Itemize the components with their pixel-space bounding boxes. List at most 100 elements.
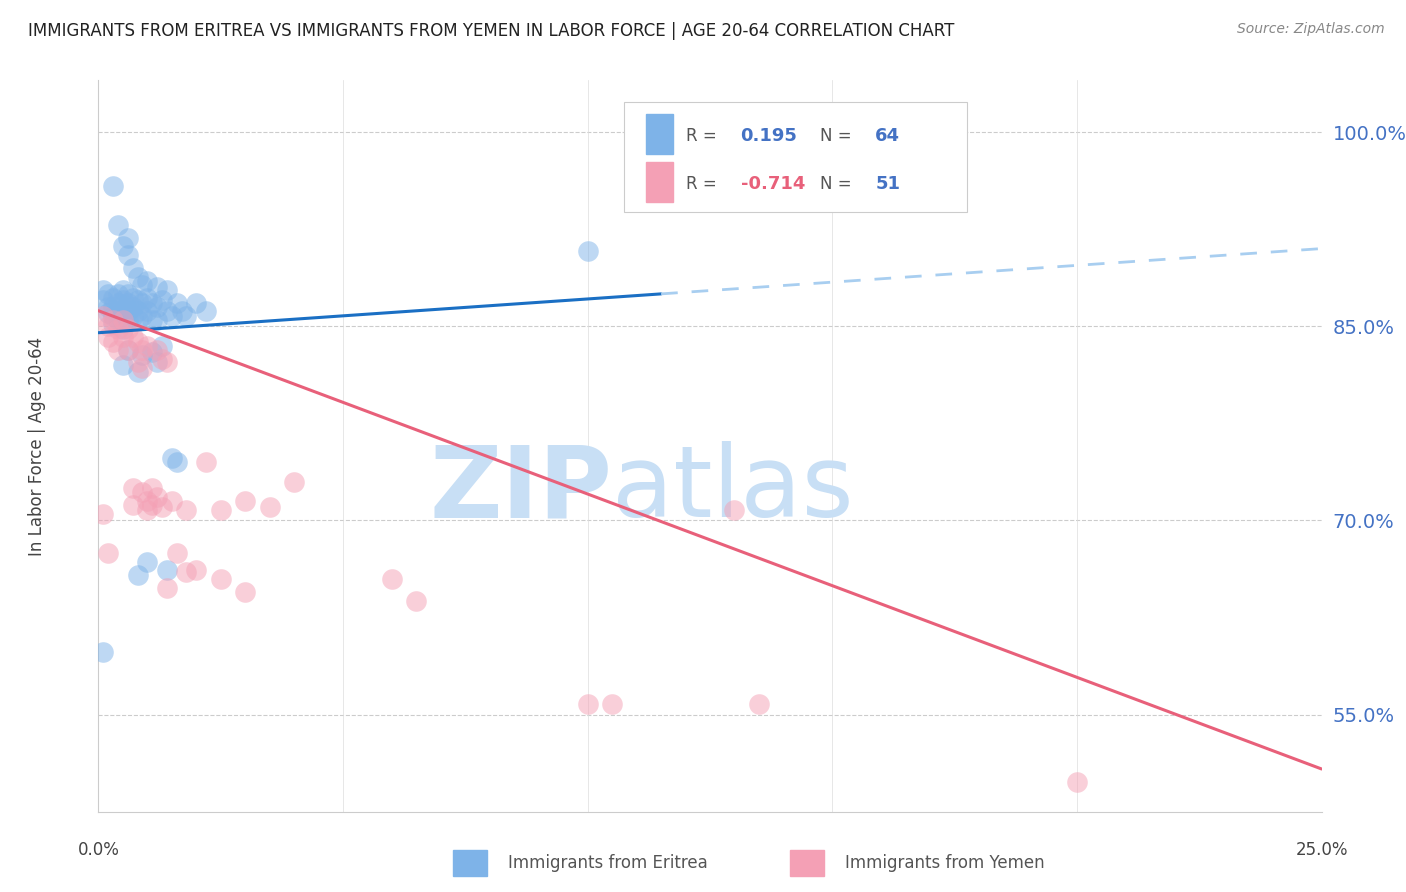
Text: N =: N = xyxy=(820,128,852,145)
Point xyxy=(121,329,143,343)
Point xyxy=(127,567,149,582)
Point xyxy=(111,239,134,253)
Point xyxy=(405,593,427,607)
Point xyxy=(156,303,179,318)
Point xyxy=(127,270,149,285)
Point xyxy=(156,355,179,369)
FancyBboxPatch shape xyxy=(453,850,488,876)
Point xyxy=(136,274,159,288)
FancyBboxPatch shape xyxy=(647,161,673,202)
Point xyxy=(136,494,159,508)
Point xyxy=(111,312,134,326)
Point xyxy=(97,319,120,334)
Point xyxy=(150,351,173,366)
Point xyxy=(1066,775,1088,789)
Point xyxy=(97,329,120,343)
Point xyxy=(101,317,124,331)
Point xyxy=(233,584,256,599)
Text: Immigrants from Yemen: Immigrants from Yemen xyxy=(845,854,1045,871)
Point xyxy=(160,494,183,508)
FancyBboxPatch shape xyxy=(647,114,673,154)
Point xyxy=(117,231,139,245)
Point xyxy=(576,698,599,712)
Point xyxy=(136,303,159,318)
Point xyxy=(160,309,183,323)
Point xyxy=(146,343,169,357)
Point xyxy=(117,248,139,262)
Text: ZIP: ZIP xyxy=(429,442,612,539)
Point xyxy=(107,312,129,326)
Point xyxy=(141,345,163,359)
Point xyxy=(146,312,169,326)
Point xyxy=(101,309,124,323)
Point xyxy=(107,303,129,318)
Point xyxy=(176,566,198,580)
Point xyxy=(121,291,143,305)
Point xyxy=(150,500,173,515)
Point xyxy=(117,303,139,318)
Text: R =: R = xyxy=(686,175,716,193)
Point xyxy=(156,283,179,297)
Point xyxy=(170,303,193,318)
Point xyxy=(156,563,179,577)
Text: 0.0%: 0.0% xyxy=(77,841,120,859)
Point xyxy=(146,490,169,504)
Point xyxy=(107,219,129,233)
Point xyxy=(107,343,129,357)
Point xyxy=(150,293,173,308)
Point xyxy=(131,348,153,362)
Point xyxy=(146,280,169,294)
Point xyxy=(127,365,149,379)
Point xyxy=(121,300,143,314)
Point xyxy=(91,645,114,659)
Point xyxy=(91,507,114,521)
Point xyxy=(156,581,179,595)
Point xyxy=(121,260,143,275)
Point xyxy=(381,572,404,586)
Point xyxy=(107,286,129,301)
Point xyxy=(176,309,198,323)
Point xyxy=(136,503,159,517)
Point xyxy=(259,500,281,515)
Point xyxy=(176,503,198,517)
Point xyxy=(166,546,188,560)
Point xyxy=(233,494,256,508)
Point xyxy=(97,300,120,314)
Point xyxy=(111,322,134,336)
Point xyxy=(111,283,134,297)
Point xyxy=(195,303,218,318)
Point xyxy=(166,455,188,469)
Point xyxy=(131,360,153,375)
Point xyxy=(127,303,149,318)
FancyBboxPatch shape xyxy=(790,850,824,876)
Point xyxy=(141,296,163,310)
Point xyxy=(146,300,169,314)
Point xyxy=(576,244,599,259)
Point xyxy=(136,291,159,305)
Point xyxy=(748,698,770,712)
Point xyxy=(131,296,153,310)
Point xyxy=(101,291,124,305)
Point xyxy=(121,309,143,323)
Text: In Labor Force | Age 20-64: In Labor Force | Age 20-64 xyxy=(28,336,46,556)
Point xyxy=(107,322,129,336)
Point xyxy=(127,334,149,349)
Point xyxy=(166,296,188,310)
Point xyxy=(121,481,143,495)
Text: R =: R = xyxy=(686,128,716,145)
Point xyxy=(186,563,208,577)
Text: atlas: atlas xyxy=(612,442,853,539)
Text: 25.0%: 25.0% xyxy=(1295,841,1348,859)
Point xyxy=(101,334,124,349)
Text: 64: 64 xyxy=(875,128,900,145)
Text: Immigrants from Eritrea: Immigrants from Eritrea xyxy=(508,854,709,871)
Text: 51: 51 xyxy=(875,175,900,193)
Point xyxy=(141,481,163,495)
Point xyxy=(150,339,173,353)
Point xyxy=(117,296,139,310)
Point xyxy=(107,296,129,310)
Point xyxy=(723,503,745,517)
Point xyxy=(101,300,124,314)
Point xyxy=(127,355,149,369)
Point xyxy=(111,358,134,372)
